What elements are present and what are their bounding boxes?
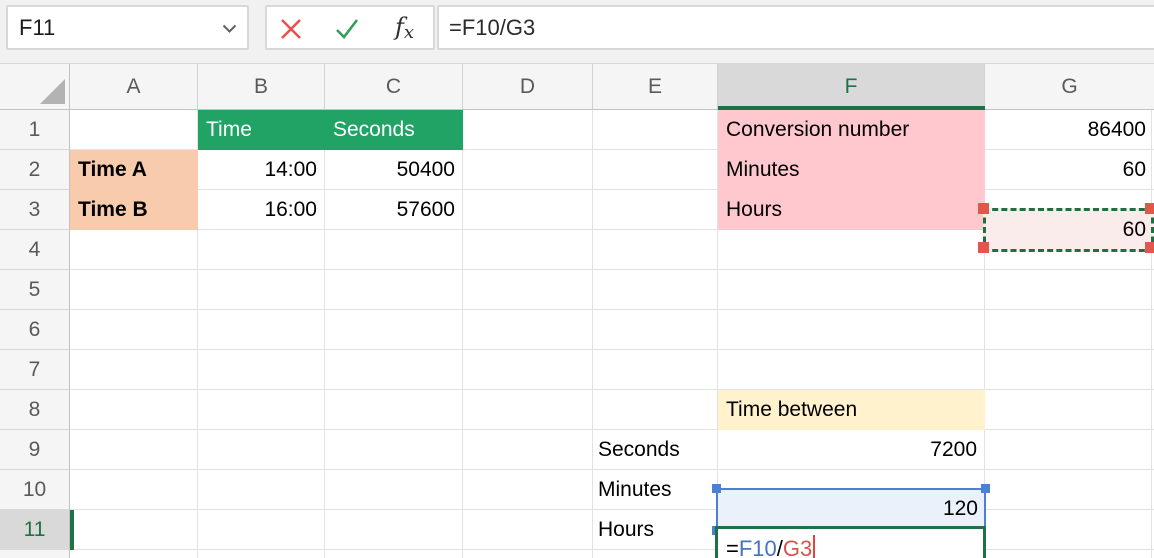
row-header-5[interactable]: 5 [0,270,70,310]
row-header-1[interactable]: 1 [0,110,70,150]
row-header-10[interactable]: 10 [0,470,70,510]
row-header-11[interactable]: 11 [0,510,70,550]
cell-C1[interactable]: Seconds [325,110,463,150]
formula-token-slash: / [776,536,783,558]
cell-B3[interactable]: 16:00 [264,198,317,221]
cell-G3-reference-box[interactable]: 60 [983,208,1154,252]
fx-f: f [395,13,404,41]
confirm-icon[interactable] [333,16,361,42]
selected-row-bar [70,510,74,550]
cell-C2[interactable]: 50400 [396,158,455,181]
cancel-icon[interactable] [278,16,304,42]
sheet-grid[interactable]: A B C D E F G 1 2 3 4 5 6 7 8 9 10 11 Ti… [0,64,1154,558]
formula-input[interactable]: =F10/G3 [437,5,1154,50]
f10-handle-top-left[interactable] [712,484,721,493]
select-all-corner[interactable] [0,64,70,110]
text-cursor [813,535,816,558]
cell-E10[interactable]: Minutes [598,478,672,501]
gridline-cd [462,110,463,558]
formula-buttons: fx [265,5,435,50]
cell-F3[interactable]: Hours [718,190,985,230]
gridline-g-end [1151,110,1152,558]
gridline-ab [197,110,198,558]
row-header-2[interactable]: 2 [0,150,70,190]
cell-F1[interactable]: Conversion number [718,110,985,150]
formula-token-g3: G3 [782,536,813,558]
select-all-triangle-icon [40,79,65,104]
gridline-ef [717,110,718,558]
formula-bar: F11 fx =F10/G3 [0,0,1154,64]
row-header-9[interactable]: 9 [0,430,70,470]
row-header-12-partial[interactable] [0,550,70,558]
row-header-4[interactable]: 4 [0,230,70,270]
chevron-down-icon[interactable] [222,24,237,34]
column-header-d[interactable]: D [463,64,593,110]
cell-B1[interactable]: Time [198,110,325,150]
cell-A2[interactable]: Time A [70,150,198,190]
cell-B2[interactable]: 14:00 [264,158,317,181]
selected-column-underline [718,106,985,110]
gridline-de [592,110,593,558]
cell-C3[interactable]: 57600 [396,198,455,221]
f10-handle-top-right[interactable] [981,484,990,493]
name-box[interactable]: F11 [6,5,249,50]
column-header-f[interactable]: F [718,64,985,110]
gridline-bc [324,110,325,558]
cell-F9[interactable]: 7200 [930,438,977,461]
row-header-3[interactable]: 3 [0,190,70,230]
cell-E11[interactable]: Hours [598,518,655,541]
gridline-fg [984,110,985,558]
column-header-a[interactable]: A [70,64,198,110]
formula-text: =F10/G3 [449,15,536,40]
g3-handle-bottom-left[interactable] [978,242,989,253]
cell-F8[interactable]: Time between [718,390,985,430]
name-box-value: F11 [19,15,56,40]
formula-token-f10: F10 [738,536,777,558]
row-header-6[interactable]: 6 [0,310,70,350]
row-header-7[interactable]: 7 [0,350,70,390]
cell-F10-reference-box[interactable]: 120 [716,488,986,531]
column-header-c[interactable]: C [325,64,463,110]
column-header-b[interactable]: B [198,64,325,110]
insert-function-icon[interactable]: fx [395,7,414,48]
g3-handle-top-right[interactable] [1145,203,1154,214]
cell-F11-edit-box[interactable]: =F10/G3 [715,526,986,558]
fx-x: x [403,22,415,43]
g3-handle-bottom-right[interactable] [1145,242,1154,253]
cell-A3[interactable]: Time B [70,190,198,230]
cell-F2[interactable]: Minutes [718,150,985,190]
row-header-8[interactable]: 8 [0,390,70,430]
cell-E9[interactable]: Seconds [598,438,680,461]
g3-handle-top-left[interactable] [978,203,989,214]
formula-token-equals: = [726,536,739,558]
column-header-e[interactable]: E [593,64,718,110]
cell-G2[interactable]: 60 [1122,158,1146,181]
cell-G1[interactable]: 86400 [1087,118,1146,141]
column-header-g[interactable]: G [985,64,1154,110]
